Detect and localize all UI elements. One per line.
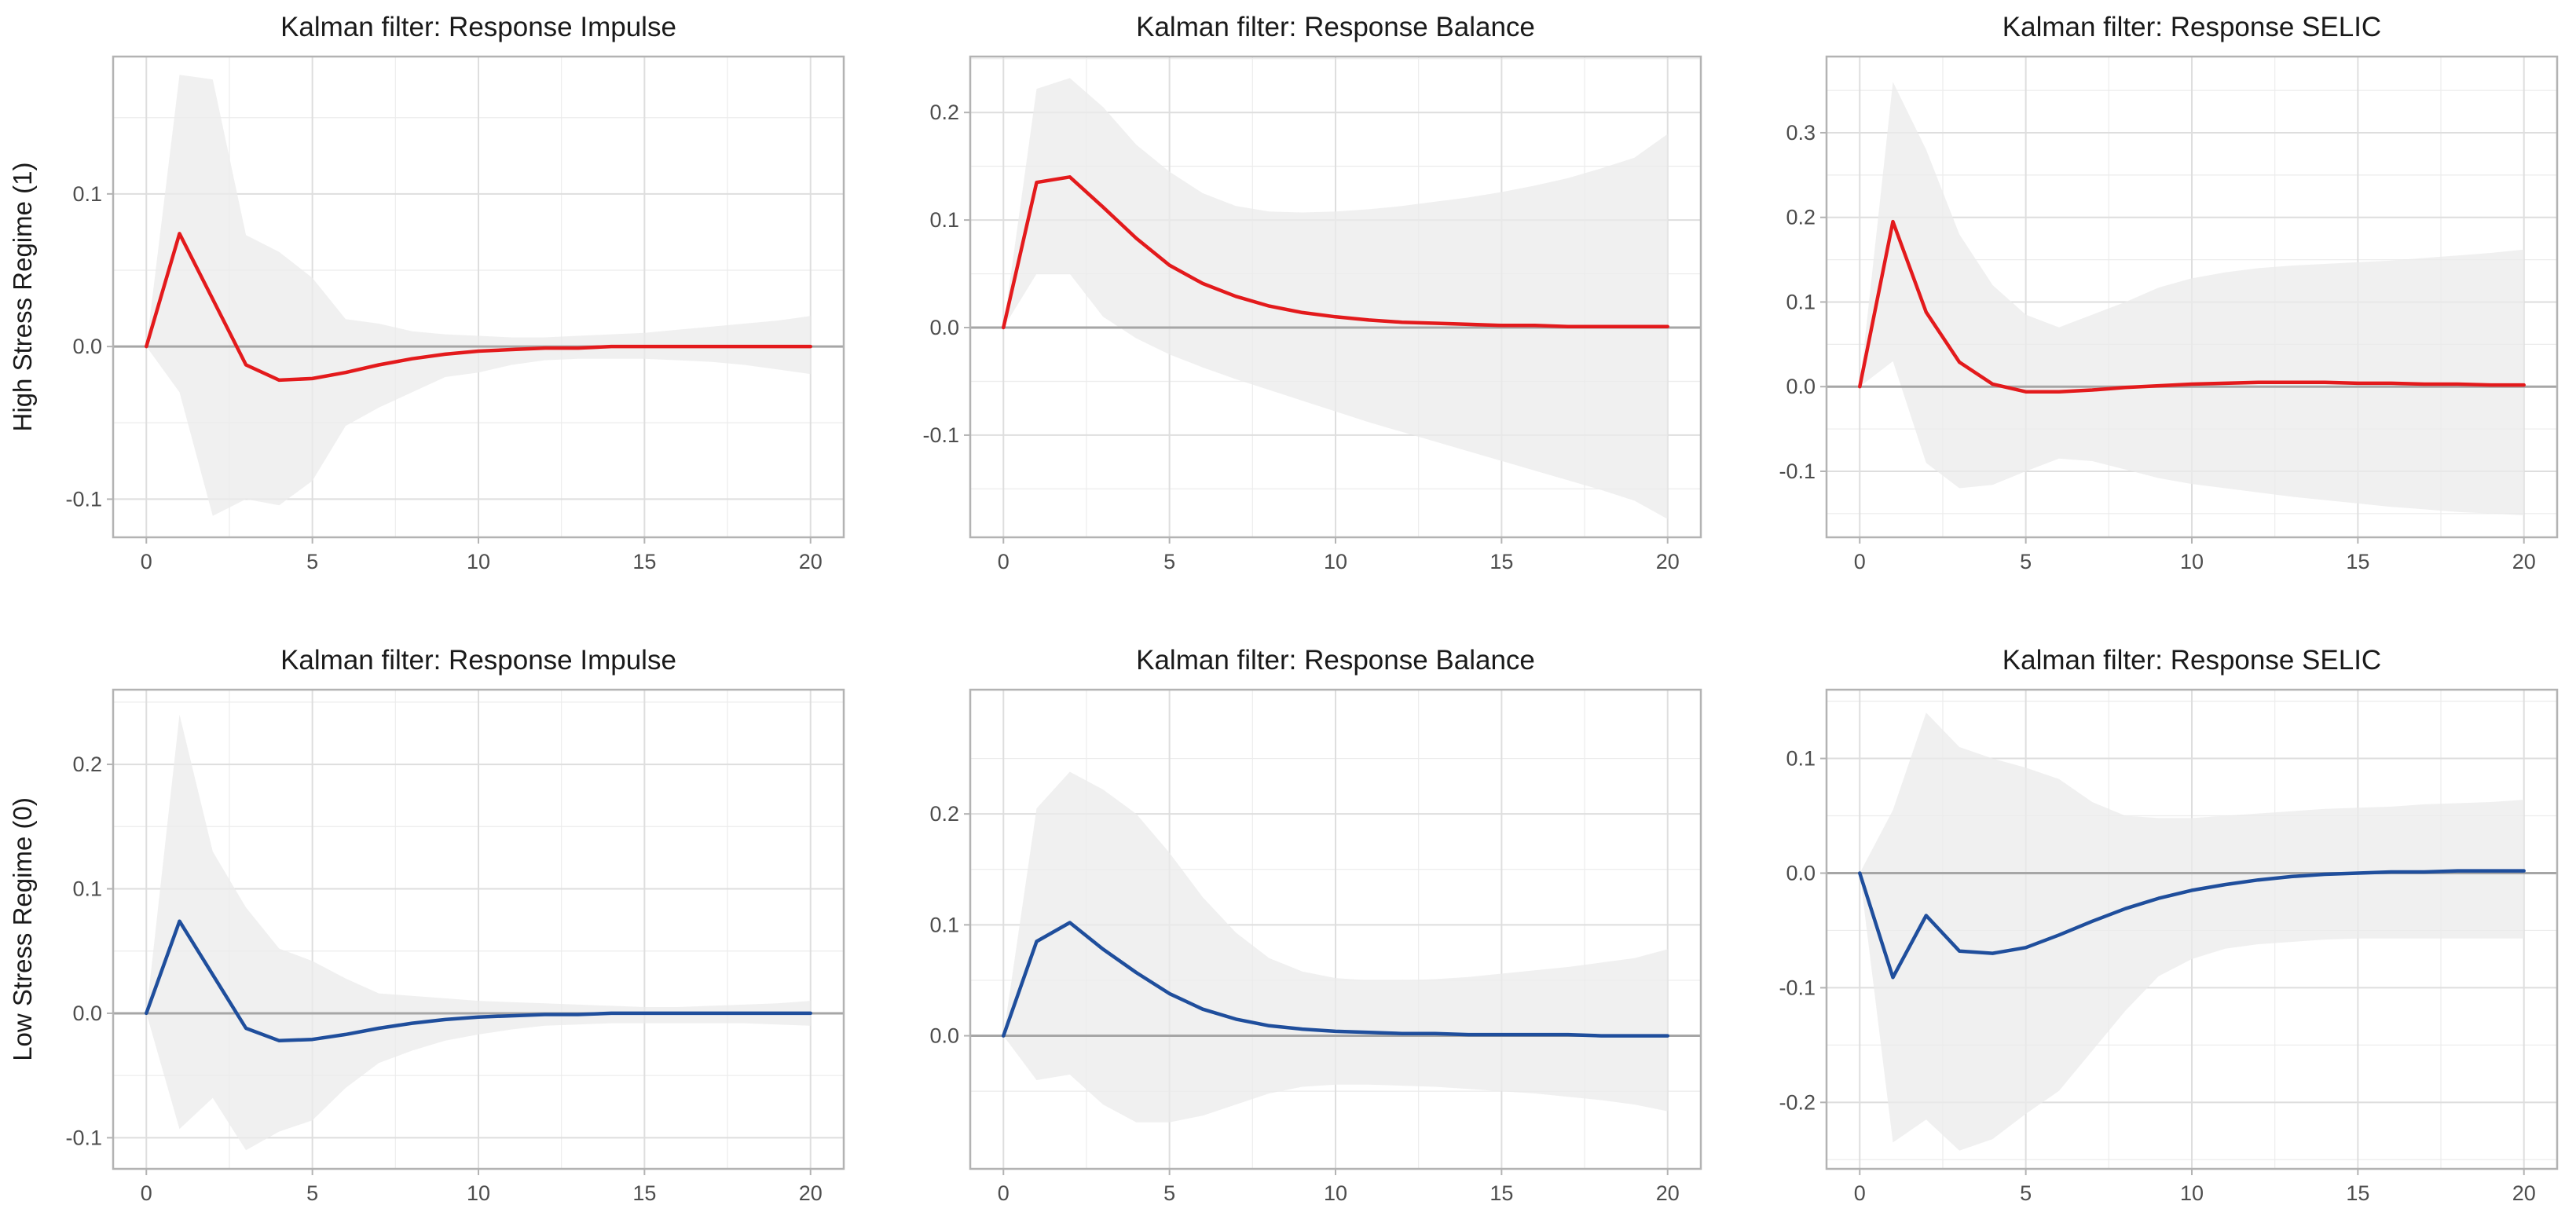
response-line xyxy=(1002,921,1669,1038)
x-tick-label: 20 xyxy=(2512,1181,2536,1205)
x-tick-label: 20 xyxy=(1656,1181,1680,1205)
y-tick-label: 0.0 xyxy=(1786,375,1816,398)
x-tick-label: 5 xyxy=(306,550,318,573)
y-tick-label: 0.0 xyxy=(72,1002,102,1025)
x-tick-label: 10 xyxy=(1324,1181,1347,1205)
y-tick-label: -0.1 xyxy=(65,1126,102,1149)
x-tick-label: 15 xyxy=(2346,1181,2369,1205)
panel-title: Kalman filter: Response Impulse xyxy=(280,645,676,676)
x-tick-label: 10 xyxy=(2180,1181,2204,1205)
confidence-band xyxy=(1003,78,1668,519)
panel-3: 0 5 10 15 20 -0.1 0.0 0.1 0.2 0.3 Kalman filter: R… xyxy=(1779,12,2559,573)
panel-title: Kalman filter: Response SELIC xyxy=(2003,12,2381,42)
x-tick-label: 10 xyxy=(1324,550,1347,573)
y-tick-label: 0.2 xyxy=(929,101,959,124)
y-tick-label: 0.0 xyxy=(72,335,102,358)
x-tick-label: 5 xyxy=(1163,550,1175,573)
y-tick-label: -0.1 xyxy=(1779,460,1816,483)
x-tick-label: 5 xyxy=(2020,1181,2032,1205)
x-tick-label: 15 xyxy=(632,550,656,573)
panel-6: 0 5 10 15 20 -0.2 -0.1 0.0 0.1 Kalman filter: Res… xyxy=(1779,645,2559,1205)
confidence-band xyxy=(1860,82,2524,516)
response-line xyxy=(145,919,812,1043)
y-tick-label: 0.1 xyxy=(929,208,959,232)
y-tick-label: 0.2 xyxy=(929,802,959,826)
panel-title: Kalman filter: Response Impulse xyxy=(280,12,676,42)
y-tick-label: 0.1 xyxy=(929,913,959,936)
x-tick-label: 5 xyxy=(306,1181,318,1205)
row-label: High Stress Regime (1) xyxy=(8,163,37,432)
x-tick-label: 10 xyxy=(467,550,490,573)
y-tick-label: -0.1 xyxy=(1779,976,1816,999)
x-tick-label: 10 xyxy=(2180,550,2204,573)
confidence-band xyxy=(146,75,811,516)
panel-4: 0 5 10 15 20 -0.1 0.0 0.1 0.2 Kalman filter: Resp… xyxy=(8,645,845,1205)
y-tick-label: 0.2 xyxy=(72,753,102,776)
y-tick-label: 0.1 xyxy=(1786,290,1816,313)
x-tick-label: 0 xyxy=(141,550,152,573)
panel-2: 0 5 10 15 20 -0.1 0.0 0.1 0.2 Kalman filter: Resp… xyxy=(922,12,1702,573)
y-tick-label: 0.1 xyxy=(72,877,102,901)
x-tick-label: 15 xyxy=(632,1181,656,1205)
x-tick-label: 0 xyxy=(1854,550,1866,573)
y-tick-label: 0.3 xyxy=(1786,121,1816,145)
y-tick-label: 0.0 xyxy=(929,316,959,339)
x-tick-label: 5 xyxy=(2020,550,2032,573)
x-tick-label: 0 xyxy=(998,1181,1010,1205)
panel-5: 0 5 10 15 20 0.0 0.1 0.2 Kalman filter: Response… xyxy=(929,645,1702,1205)
y-tick-label: 0.2 xyxy=(1786,206,1816,229)
y-tick-label: -0.1 xyxy=(922,423,959,447)
confidence-band xyxy=(1860,712,2524,1151)
response-line xyxy=(1858,869,2526,980)
x-tick-label: 0 xyxy=(1854,1181,1866,1205)
x-tick-label: 20 xyxy=(2512,550,2536,573)
x-tick-label: 20 xyxy=(799,550,823,573)
row-label: Low Stress Regime (0) xyxy=(8,797,37,1061)
y-tick-label: -0.2 xyxy=(1779,1090,1816,1114)
panel-title: Kalman filter: Response SELIC xyxy=(2003,645,2381,676)
x-tick-label: 20 xyxy=(1656,550,1680,573)
y-tick-label: 0.0 xyxy=(1786,861,1816,885)
panel-1: 0 5 10 15 20 -0.1 0.0 0.1 Kalman filter: Respons… xyxy=(8,12,845,573)
x-tick-label: 10 xyxy=(467,1181,490,1205)
x-tick-label: 15 xyxy=(1490,550,1513,573)
x-tick-label: 5 xyxy=(1163,1181,1175,1205)
y-tick-label: 0.1 xyxy=(1786,747,1816,771)
x-tick-label: 0 xyxy=(998,550,1010,573)
confidence-band xyxy=(146,714,811,1151)
y-tick-label: 0.1 xyxy=(72,182,102,206)
response-line xyxy=(145,232,812,383)
x-tick-label: 15 xyxy=(1490,1181,1513,1205)
x-tick-label: 15 xyxy=(2346,550,2369,573)
y-tick-label: -0.1 xyxy=(65,487,102,511)
panel-title: Kalman filter: Response Balance xyxy=(1136,12,1535,42)
x-tick-label: 0 xyxy=(141,1181,152,1205)
response-line xyxy=(1858,219,2526,394)
response-line xyxy=(1002,175,1669,330)
y-tick-label: 0.0 xyxy=(929,1024,959,1048)
x-tick-label: 20 xyxy=(799,1181,823,1205)
panel-title: Kalman filter: Response Balance xyxy=(1136,645,1535,676)
